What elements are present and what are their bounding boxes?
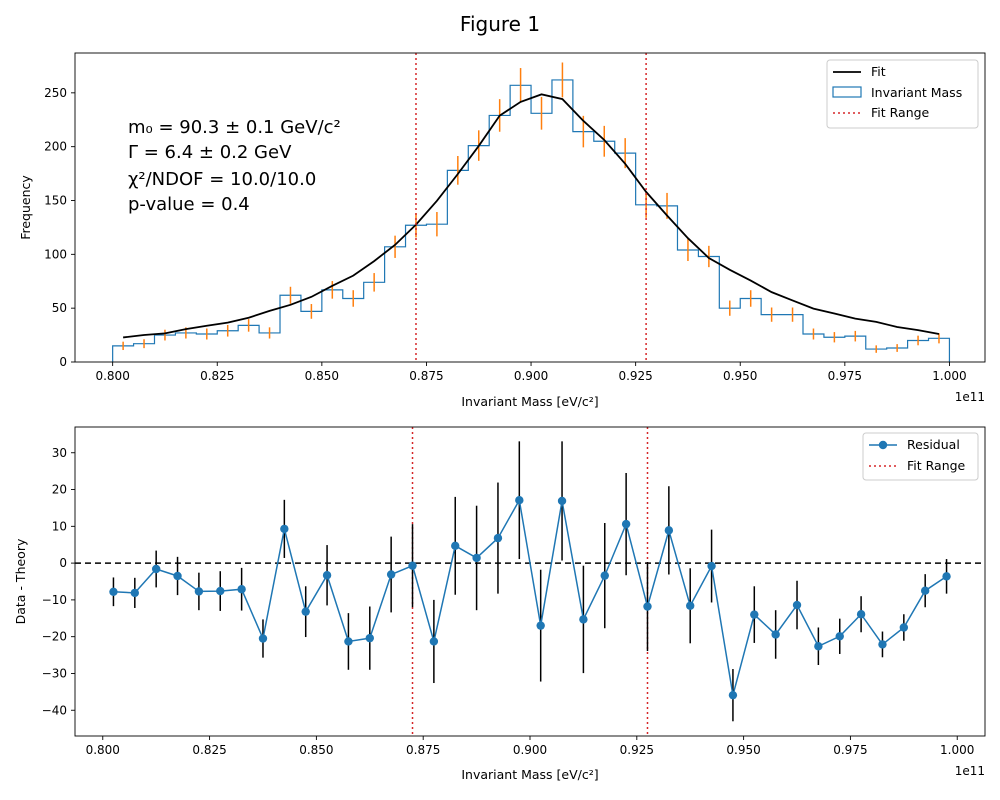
- residual-point: [216, 586, 225, 596]
- residual-point: [322, 571, 332, 580]
- y-tick-label: 30: [52, 446, 67, 460]
- residual-point: [451, 541, 460, 551]
- x-tick-label: 0.850: [299, 743, 333, 757]
- residual-point: [643, 602, 652, 611]
- histogram-outline: [112, 79, 951, 362]
- residual-point: [942, 572, 951, 581]
- residual-point: [344, 637, 353, 646]
- residual-point: [408, 561, 417, 570]
- y-tick-label: −10: [42, 593, 67, 607]
- axes-frame: [74, 426, 986, 737]
- residual-point: [878, 640, 887, 649]
- legend-label-fit-range: Fit Range: [871, 105, 930, 120]
- residual-point: [536, 621, 545, 630]
- x-tick-label: 1.000: [932, 369, 966, 383]
- y-tick-label: −30: [42, 666, 67, 680]
- x-tick-label: 0.925: [618, 369, 652, 383]
- residual-point: [899, 623, 909, 632]
- x-offset-text: 1e11: [955, 764, 985, 778]
- residual-line: [113, 497, 947, 696]
- residual-point: [109, 587, 118, 596]
- x-axis-label: Invariant Mass [eV/c²]: [461, 394, 598, 409]
- residual-point: [600, 571, 609, 580]
- x-tick-label: 0.800: [95, 369, 129, 383]
- x-tick-label: 0.850: [305, 369, 339, 383]
- residual-point: [856, 610, 866, 619]
- x-tick-label: 0.900: [513, 743, 547, 757]
- residual-point: [835, 632, 844, 641]
- residual-point: [621, 519, 631, 529]
- x-tick-label: 0.950: [723, 369, 757, 383]
- residual-point: [515, 496, 524, 505]
- x-tick-label: 1.000: [940, 743, 974, 757]
- residual-point: [472, 553, 481, 563]
- residual-point: [557, 496, 567, 506]
- fit-annotation: m₀ = 90.3 ± 0.1 GeV/c²: [128, 117, 341, 138]
- residual-point: [792, 600, 802, 610]
- x-tick-label: 0.950: [726, 743, 760, 757]
- legend-label-residual: Residual: [907, 437, 960, 452]
- residual-point: [728, 690, 738, 700]
- legend-label-fit-range: Fit Range: [907, 458, 966, 473]
- legend-label-fit: Fit: [871, 64, 886, 79]
- fit-annotation: Γ = 6.4 ± 0.2 GeV: [128, 142, 292, 163]
- residual-point: [386, 570, 396, 579]
- y-tick-label: 150: [44, 194, 67, 208]
- fit-annotation: p-value = 0.4: [128, 194, 250, 215]
- residual-chart: 0.800 0.825 0.850 0.875 0.900 0.925 0.950 0.975…: [13, 426, 986, 782]
- residual-point: [151, 564, 161, 574]
- residual-point: [814, 642, 823, 651]
- y-tick-label: −20: [42, 630, 67, 644]
- residual-point: [920, 586, 930, 595]
- legend-label-histogram: Invariant Mass: [871, 85, 962, 100]
- axes-frame: [74, 52, 986, 363]
- residual-point: [173, 571, 182, 581]
- x-offset-text: 1e11: [955, 390, 985, 404]
- y-tick-label: 50: [52, 301, 67, 315]
- x-axis-label: Invariant Mass [eV/c²]: [461, 767, 598, 782]
- y-tick-label: 20: [52, 483, 67, 497]
- x-tick-label: 0.900: [514, 369, 548, 383]
- x-tick-label: 0.825: [192, 743, 226, 757]
- y-tick-label: 200: [44, 140, 67, 154]
- x-tick-label: 0.825: [200, 369, 234, 383]
- residual-point: [365, 633, 374, 643]
- figure-title: Figure 1: [459, 12, 541, 36]
- x-tick-label: 0.975: [828, 369, 862, 383]
- x-tick-label: 0.975: [833, 743, 867, 757]
- y-tick-label: 250: [44, 86, 67, 100]
- y-tick-label: 100: [44, 247, 67, 261]
- x-tick-label: 0.925: [620, 743, 654, 757]
- residual-point: [579, 615, 588, 624]
- residual-point: [429, 637, 439, 646]
- legend-histogram-swatch: [832, 86, 862, 98]
- residual-point: [237, 585, 246, 594]
- y-tick-label: 0: [59, 556, 67, 570]
- fit-annotation: χ²/NDOF = 10.0/10.0: [128, 169, 316, 190]
- y-axis-label: Frequency: [18, 175, 33, 240]
- residual-point: [130, 588, 140, 598]
- residual-point: [258, 634, 268, 643]
- residual-point: [664, 526, 674, 535]
- y-tick-label: −40: [42, 703, 67, 717]
- residual-point: [686, 601, 695, 610]
- x-tick-label: 0.875: [409, 369, 443, 383]
- y-axis-label: Data - Theory: [13, 538, 28, 624]
- legend-residual-marker: [878, 440, 888, 450]
- residual-point: [194, 587, 204, 596]
- y-tick-label: 0: [59, 355, 67, 369]
- y-tick-label: 10: [52, 519, 67, 533]
- residual-point: [280, 524, 289, 534]
- residual-point: [750, 610, 759, 619]
- residual-point: [771, 630, 780, 639]
- fit-curve: [123, 93, 940, 339]
- x-tick-label: 0.800: [86, 743, 120, 757]
- histogram-fit-chart: 0.800 0.825 0.850 0.875 0.900 0.925 0.950 0.975…: [18, 52, 986, 409]
- residual-point: [493, 533, 503, 543]
- residual-point: [301, 607, 310, 616]
- legend-box: [826, 59, 979, 129]
- x-tick-label: 0.875: [406, 743, 440, 757]
- residual-point: [707, 561, 716, 571]
